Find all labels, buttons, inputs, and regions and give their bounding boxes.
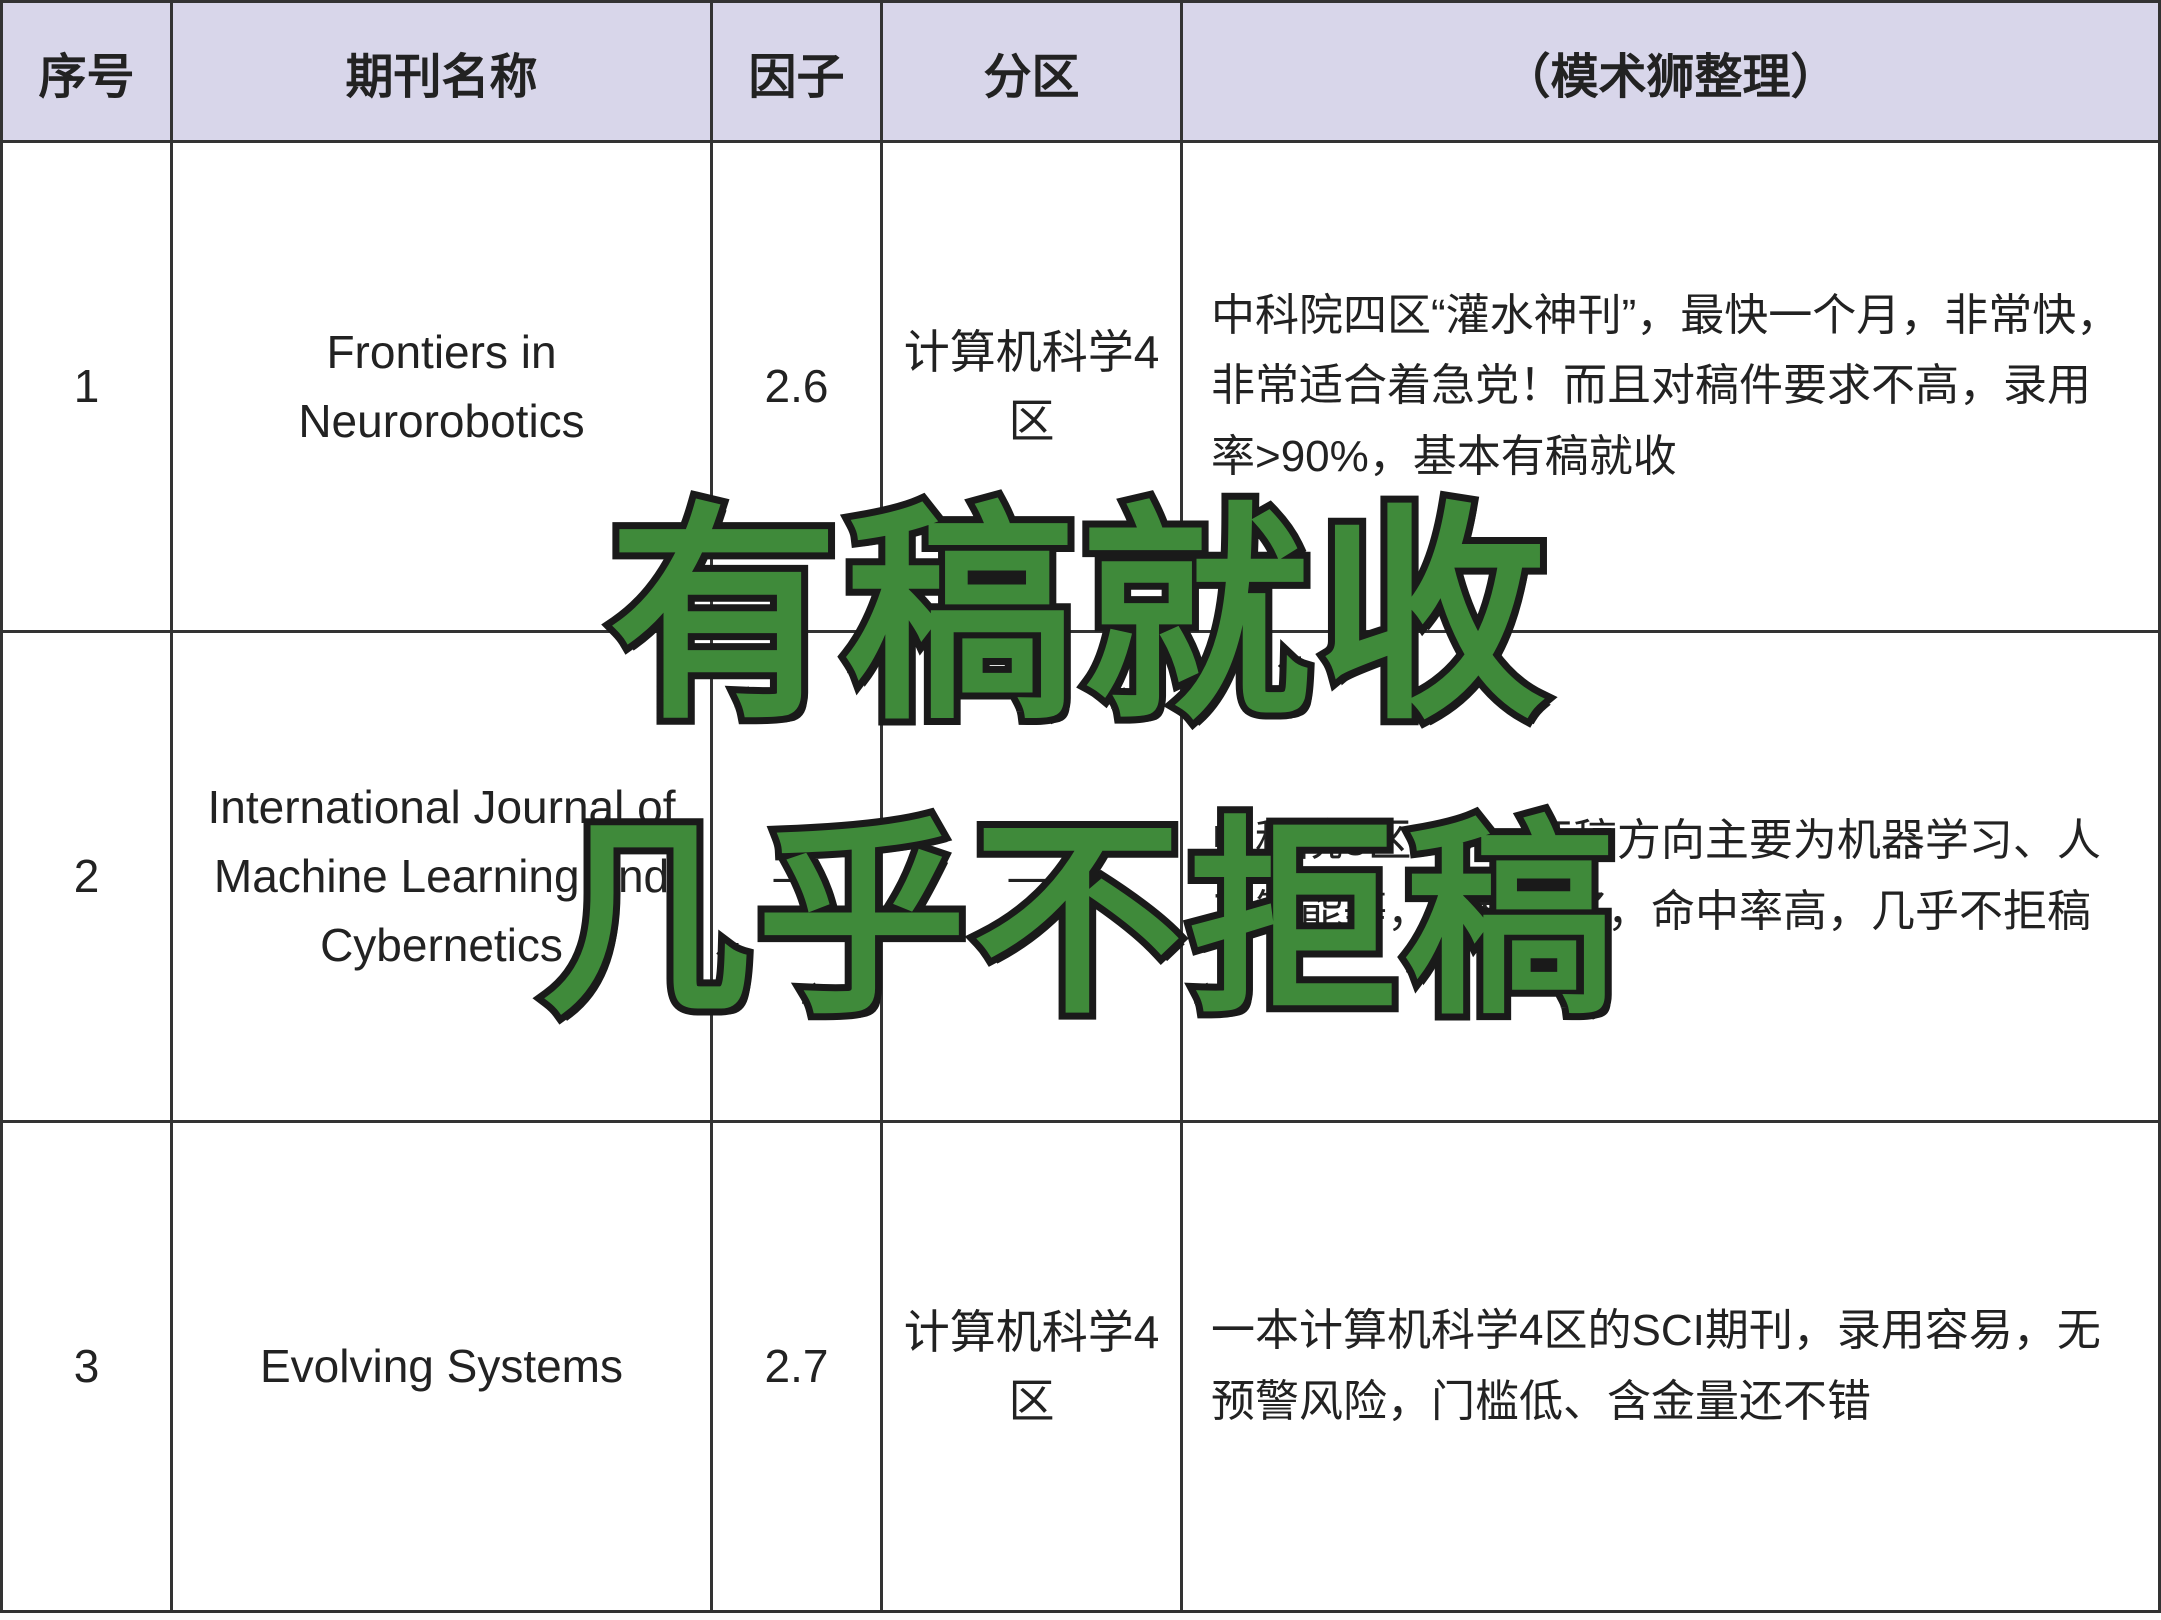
cell-name: Frontiers in Neurorobotics [172,142,712,632]
cell-if: 2.6 [712,142,882,632]
cell-idx: 3 [2,1122,172,1612]
col-header-idx: 序号 [2,2,172,142]
col-header-desc: （模术狮整理） [1182,2,2160,142]
cell-zone: 计算机科学4区 [882,1122,1182,1612]
table-header-row: 序号 期刊名称 因子 分区 （模术狮整理） [2,2,2160,142]
col-header-name: 期刊名称 [172,2,712,142]
table-row: 3 Evolving Systems 2.7 计算机科学4区 一本计算机科学4区… [2,1122,2160,1612]
cell-name: International Journal of Machine Learnin… [172,632,712,1122]
cell-name: Evolving Systems [172,1122,712,1612]
cell-idx: 2 [2,632,172,1122]
cell-desc: 一本计算机科学4区的SCI期刊，录用容易，无预警风险，门槛低、含金量还不错 [1182,1122,2160,1612]
cell-idx: 1 [2,142,172,632]
cell-if: — [712,632,882,1122]
journal-table: 序号 期刊名称 因子 分区 （模术狮整理） 1 Frontiers in Neu… [0,0,2161,1613]
col-header-zone: 分区 [882,2,1182,142]
cell-zone: — [882,632,1182,1122]
col-header-if: 因子 [712,2,882,142]
table-row: 2 International Journal of Machine Learn… [2,632,2160,1122]
cell-if: 2.7 [712,1122,882,1612]
table-row: 1 Frontiers in Neurorobotics 2.6 计算机科学4区… [2,142,2160,632]
cell-desc: 中科院四区“灌水神刊”，最快一个月，非常快，非常适合着急党！而且对稿件要求不高，… [1182,142,2160,632]
cell-desc: 中科院3区SCI，征稿方向主要为机器学习、人工智能等，审稿友好，命中率高，几乎不… [1182,632,2160,1122]
cell-zone: 计算机科学4区 [882,142,1182,632]
